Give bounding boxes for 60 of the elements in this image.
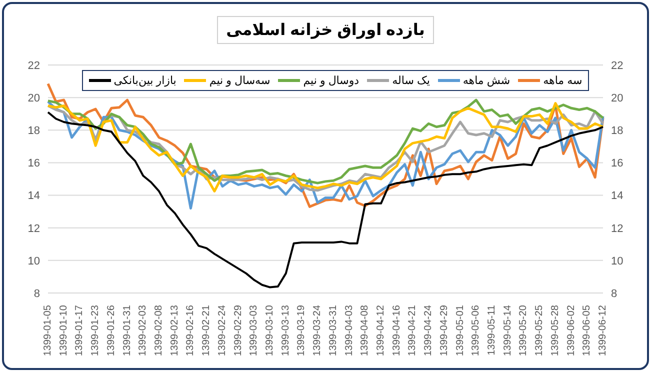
y2-tick-label: 10 bbox=[611, 255, 624, 268]
y2-tick-label: 20 bbox=[611, 92, 624, 104]
x-tick-label: 1399-05-11 bbox=[486, 304, 498, 356]
x-tick-label: 1399-01-05 bbox=[42, 304, 54, 356]
x-tick-label: 1399-05-06 bbox=[470, 304, 482, 356]
x-tick-label: 1399-04-12 bbox=[376, 304, 386, 356]
x-tick-label: 1399-02-03 bbox=[138, 304, 149, 356]
x-tick-label: 1399-03-10 bbox=[264, 304, 276, 356]
y-tick-label: 10 bbox=[28, 255, 40, 268]
x-tick-label: 1399-05-28 bbox=[550, 304, 561, 356]
x-tick-label: 1399-06-12 bbox=[598, 304, 608, 356]
x-tick-label: 1399-01-23 bbox=[90, 304, 102, 356]
legend-label: سه‌سال و نیم bbox=[209, 74, 270, 87]
x-tick-label: 1399-06-02 bbox=[566, 304, 577, 356]
legend-label: دوسال و نیم bbox=[303, 74, 360, 87]
x-tick-label: 1399-04-29 bbox=[438, 304, 450, 356]
x-tick-label: 1399-05-20 bbox=[518, 304, 530, 356]
y-tick-label: 22 bbox=[28, 60, 40, 72]
x-tick-label: 1399-01-17 bbox=[74, 304, 86, 356]
line-series bbox=[47, 111, 604, 288]
y-tick-label: 14 bbox=[28, 190, 40, 202]
x-tick-label: 1399-02-21 bbox=[201, 304, 212, 356]
y2-tick-label: 16 bbox=[611, 158, 624, 170]
x-tick-label: 1399-03-19 bbox=[296, 304, 308, 356]
x-tick-label: 1399-03-13 bbox=[280, 304, 292, 356]
x-tick-label: 1399-05-14 bbox=[502, 304, 514, 356]
y2-tick-label: 14 bbox=[611, 190, 624, 202]
legend-label: شش ماهه bbox=[462, 74, 510, 87]
legend-label: یک ساله bbox=[392, 74, 430, 87]
legend-label: سه ماهه bbox=[543, 74, 582, 87]
y2-tick-label: 8 bbox=[611, 288, 618, 300]
y-tick-label: 20 bbox=[28, 92, 40, 104]
x-tick-label: 1399-04-08 bbox=[360, 304, 371, 356]
x-tick-label: 1399-01-31 bbox=[122, 304, 133, 356]
y-tick-label: 8 bbox=[34, 288, 40, 300]
y-tick-label: 12 bbox=[28, 222, 40, 235]
legend-label: بازار بین‌بانکی bbox=[114, 74, 176, 87]
x-tick-label: 1399-02-24 bbox=[216, 304, 228, 356]
x-tick-label: 1399-03-03 bbox=[248, 304, 260, 356]
x-tick-label: 1399-05-25 bbox=[534, 304, 546, 356]
x-tick-label: 1399-04-03 bbox=[344, 304, 355, 356]
x-tick-label: 1399-02-08 bbox=[154, 304, 164, 356]
x-tick-label: 1399-01-10 bbox=[58, 304, 70, 356]
x-tick-label: 1399-04-21 bbox=[407, 304, 418, 356]
y2-tick-label: 22 bbox=[611, 60, 624, 72]
x-tick-label: 1399-04-16 bbox=[391, 304, 402, 356]
x-tick-label: 1399-06-05 bbox=[582, 304, 593, 356]
x-tick-label: 1399-02-13 bbox=[169, 304, 180, 356]
x-tick-label: 1399-01-26 bbox=[106, 304, 117, 356]
y-tick-label: 18 bbox=[28, 125, 40, 138]
x-tick-label: 1399-04-24 bbox=[423, 304, 434, 356]
y2-tick-label: 12 bbox=[611, 222, 624, 235]
x-tick-label: 1399-02-16 bbox=[185, 304, 196, 356]
x-tick-label: 1399-05-01 bbox=[454, 304, 466, 356]
y-tick-label: 16 bbox=[28, 158, 40, 170]
x-tick-label: 1399-03-24 bbox=[312, 304, 324, 356]
x-tick-label: 1399-03-31 bbox=[328, 304, 339, 356]
y2-tick-label: 18 bbox=[611, 125, 624, 138]
x-tick-label: 1399-02-29 bbox=[232, 304, 244, 356]
chart-title: بازده اوراق خزانه اسلامی bbox=[217, 16, 434, 44]
